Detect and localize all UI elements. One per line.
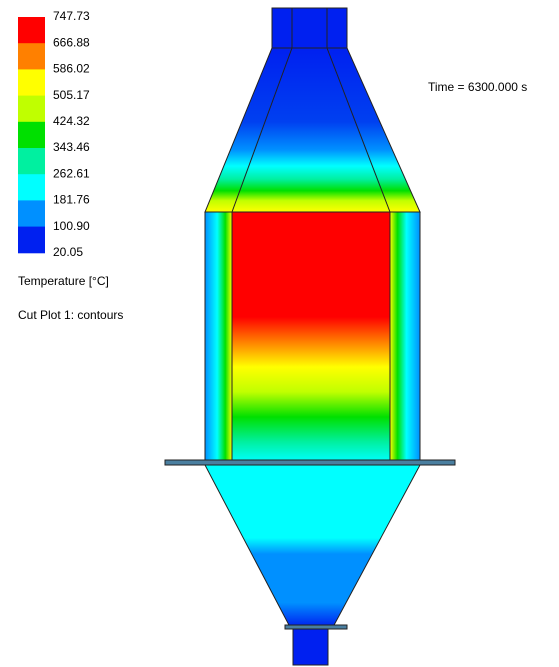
plot-label: Cut Plot 1: contours: [18, 308, 123, 322]
legend-label: 100.90: [53, 219, 90, 233]
screenshot: 747.73 666.88 586.02 505.17 424.32 343.46 262.…: [0, 0, 559, 667]
time-label: Time = 6300.000 s: [428, 80, 527, 94]
legend-label: 747.73: [53, 9, 90, 23]
geometry: [165, 8, 455, 665]
legend-swatch: [18, 148, 45, 175]
quantity-label: Temperature [°C]: [18, 274, 109, 288]
wall-right: [390, 212, 420, 462]
legend: 747.73 666.88 586.02 505.17 424.32 343.46 262.…: [18, 9, 90, 259]
legend-label: 181.76: [53, 193, 90, 207]
bottom-cone: [205, 465, 420, 627]
legend-swatch: [18, 174, 45, 201]
flange: [165, 460, 455, 465]
legend-label: 343.46: [53, 140, 90, 154]
legend-label: 20.05: [53, 245, 83, 259]
legend-label: 262.61: [53, 166, 90, 180]
bottom-flange: [285, 625, 347, 629]
wall-left: [205, 212, 232, 462]
top-cone: [205, 48, 420, 212]
legend-swatch: [18, 200, 45, 227]
page: {"legend": {"labels": ["747.73", "666.88…: [0, 0, 559, 667]
legend-swatch: [18, 122, 45, 149]
legend-swatch: [18, 96, 45, 123]
legend-label: 505.17: [53, 88, 90, 102]
legend-label: 424.32: [53, 114, 90, 128]
legend-swatch: [18, 17, 45, 44]
legend-swatch: [18, 43, 45, 70]
legend-swatch: [18, 227, 45, 254]
core: [232, 212, 390, 462]
bottom-outlet: [293, 629, 328, 665]
legend-label: 666.88: [53, 35, 90, 49]
legend-swatch: [18, 69, 45, 96]
legend-label: 586.02: [53, 62, 90, 76]
top-outlet: [272, 8, 347, 48]
